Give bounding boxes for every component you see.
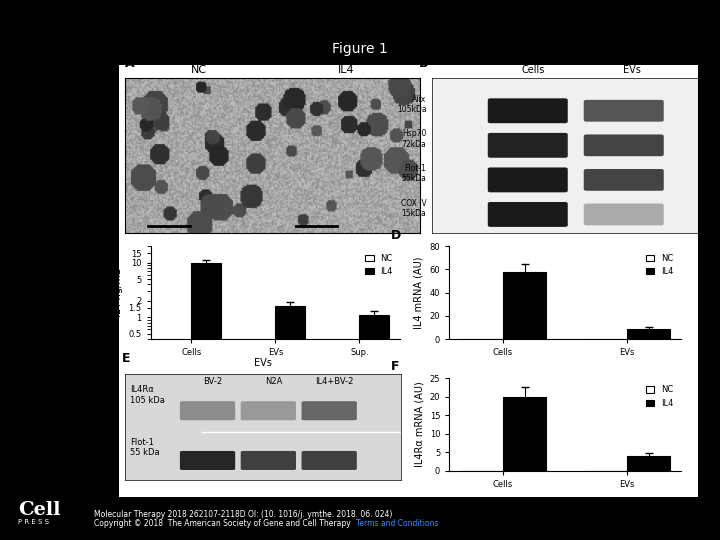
Text: Cell: Cell — [18, 501, 60, 519]
FancyBboxPatch shape — [487, 202, 568, 227]
Text: BV-2: BV-2 — [204, 377, 222, 386]
Text: Copyright © 2018  The American Society of Gene and Cell Therapy: Copyright © 2018 The American Society of… — [94, 519, 355, 528]
FancyBboxPatch shape — [584, 134, 664, 156]
Bar — [627, 456, 670, 471]
Text: IL4+BV-2: IL4+BV-2 — [315, 377, 354, 386]
FancyBboxPatch shape — [584, 204, 664, 225]
FancyBboxPatch shape — [240, 401, 296, 420]
Bar — [503, 396, 546, 471]
Legend: NC, IL4: NC, IL4 — [642, 251, 677, 279]
Text: N2A: N2A — [265, 377, 282, 386]
Text: Flot-1
55kDa: Flot-1 55kDa — [402, 164, 426, 184]
Legend: NC, IL4: NC, IL4 — [362, 251, 396, 279]
Legend: NC, IL4: NC, IL4 — [642, 382, 677, 411]
Bar — [503, 272, 546, 339]
Text: Terms and Conditions: Terms and Conditions — [356, 519, 439, 528]
Y-axis label: IL4 ng/mL: IL4 ng/mL — [113, 268, 123, 317]
FancyBboxPatch shape — [302, 451, 357, 470]
FancyBboxPatch shape — [180, 451, 235, 470]
FancyBboxPatch shape — [302, 401, 357, 420]
Bar — [276, 306, 305, 540]
Bar — [359, 315, 389, 540]
FancyBboxPatch shape — [487, 98, 568, 123]
Text: P R E S S: P R E S S — [18, 519, 49, 525]
Text: E: E — [122, 352, 130, 365]
Text: Alix
105kDa: Alix 105kDa — [397, 95, 426, 114]
Text: EVs: EVs — [254, 359, 271, 368]
Text: B: B — [418, 57, 428, 70]
Text: Cells: Cells — [521, 65, 545, 75]
Y-axis label: IL4Rα mRNA (AU): IL4Rα mRNA (AU) — [414, 382, 424, 467]
Text: Molecular Therapy 2018 262107-2118D OI: (10. 1016/j. ymthe. 2018. 06. 024): Molecular Therapy 2018 262107-2118D OI: … — [94, 510, 392, 518]
FancyBboxPatch shape — [240, 451, 296, 470]
FancyBboxPatch shape — [487, 167, 568, 192]
Text: Figure 1: Figure 1 — [332, 42, 388, 56]
Text: IL4: IL4 — [338, 65, 355, 75]
FancyBboxPatch shape — [180, 401, 235, 420]
FancyBboxPatch shape — [584, 100, 664, 122]
Text: COX IV
15kDa: COX IV 15kDa — [401, 199, 426, 218]
FancyBboxPatch shape — [487, 133, 568, 158]
Text: EVs: EVs — [623, 65, 641, 75]
Text: C: C — [89, 228, 97, 241]
Text: F: F — [391, 360, 400, 373]
Bar — [627, 329, 670, 339]
Text: NC: NC — [190, 65, 207, 75]
FancyBboxPatch shape — [584, 169, 664, 191]
Y-axis label: IL4 mRNA (AU): IL4 mRNA (AU) — [414, 256, 424, 329]
Bar — [192, 262, 221, 540]
Text: Hsp70
72kDa: Hsp70 72kDa — [402, 130, 426, 149]
Text: IL4Rα
105 kDa: IL4Rα 105 kDa — [130, 385, 165, 404]
Text: D: D — [391, 228, 402, 241]
Text: Flot-1
55 kDa: Flot-1 55 kDa — [130, 438, 160, 457]
Text: A: A — [125, 57, 134, 70]
